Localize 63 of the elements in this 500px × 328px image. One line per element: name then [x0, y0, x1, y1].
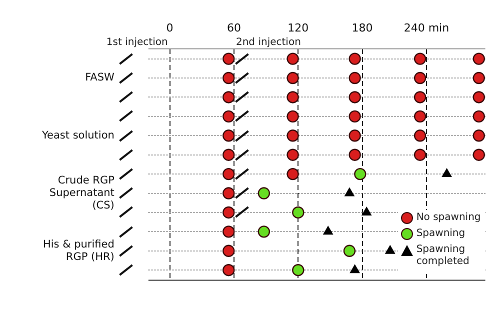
x-tick-label: 60	[226, 21, 241, 34]
text: 2nd injection	[236, 36, 301, 48]
text: 1st injection	[106, 36, 168, 48]
point	[286, 52, 299, 65]
point	[472, 91, 485, 104]
point	[472, 52, 485, 65]
legend-label: Spawning completed	[416, 244, 470, 268]
point	[384, 244, 396, 254]
point	[350, 264, 360, 274]
point	[414, 72, 426, 84]
point	[348, 130, 361, 142]
point	[472, 130, 485, 142]
point	[286, 148, 299, 161]
point	[222, 206, 235, 219]
point	[286, 91, 299, 104]
point	[472, 72, 485, 84]
point	[222, 244, 235, 257]
point	[286, 130, 299, 142]
point	[222, 72, 235, 84]
point	[343, 244, 356, 257]
point	[442, 168, 452, 178]
x-tick-label: 180	[352, 21, 373, 34]
point	[414, 91, 426, 104]
point	[222, 148, 235, 161]
y-tick-label: His & purified RGP (HR)	[42, 238, 114, 263]
point	[348, 52, 361, 65]
point	[348, 110, 361, 123]
point	[222, 91, 235, 104]
point	[322, 226, 334, 235]
point	[472, 148, 485, 161]
point	[361, 206, 372, 216]
x-tick-label: 0	[166, 21, 174, 34]
legend-label: No spawning	[416, 212, 481, 224]
legend-label: Spawning	[416, 228, 466, 240]
point	[222, 110, 235, 123]
x-tick-label: 120	[288, 21, 309, 34]
point	[222, 168, 235, 180]
point	[286, 168, 299, 180]
point	[472, 110, 485, 123]
y-tick-label: FASW	[85, 72, 116, 84]
point	[222, 130, 235, 142]
point	[348, 72, 361, 84]
point	[222, 187, 235, 200]
point	[258, 187, 270, 200]
point	[222, 264, 235, 276]
y-tick-label: Crude RGP Supernatant (CS)	[49, 174, 114, 212]
point	[414, 110, 426, 123]
point	[292, 264, 304, 276]
y-tick-label: Yeast solution	[40, 129, 114, 142]
x-tick-label: 240 min	[404, 21, 450, 34]
point	[348, 148, 361, 161]
point	[414, 148, 426, 161]
point	[354, 168, 366, 180]
point	[344, 187, 355, 196]
point	[222, 52, 235, 65]
point	[286, 110, 299, 123]
point	[292, 206, 304, 219]
point	[414, 52, 426, 65]
point	[258, 226, 270, 238]
point	[414, 130, 426, 142]
point	[286, 72, 299, 84]
point	[222, 226, 235, 238]
point	[348, 91, 361, 104]
